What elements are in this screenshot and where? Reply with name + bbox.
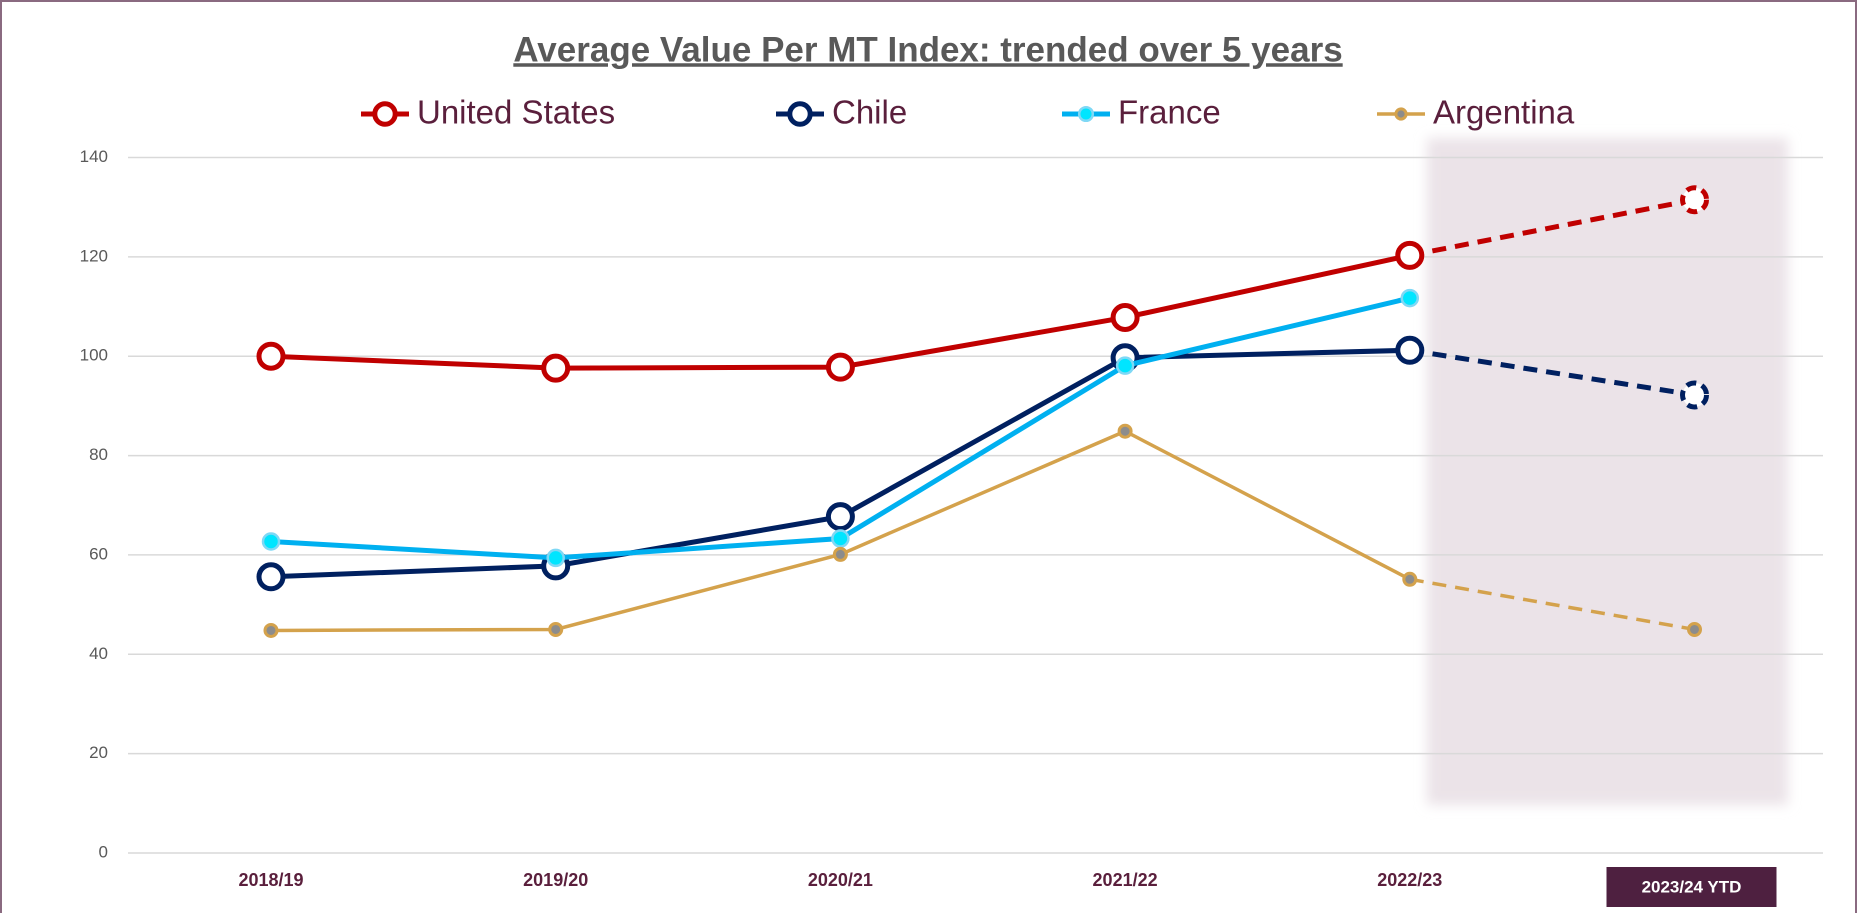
- data-point: [256, 341, 286, 371]
- legend-label: Argentina: [1433, 94, 1575, 131]
- legend-marker: [1077, 105, 1095, 123]
- data-point: [831, 529, 850, 548]
- y-tick-label: 40: [89, 644, 108, 663]
- y-tick-label: 20: [89, 743, 108, 762]
- legend-label: France: [1118, 94, 1221, 131]
- data-point: [1680, 185, 1709, 215]
- data-point: [261, 532, 281, 551]
- data-point: [256, 562, 286, 592]
- x-tick-label: 2020/21: [808, 870, 873, 890]
- projection-shade: [1427, 138, 1788, 805]
- data-point: [541, 353, 571, 383]
- data-point: [1400, 288, 1420, 308]
- legend-marker: [787, 101, 813, 127]
- data-point: [1117, 423, 1133, 439]
- x-tick-label: 2023/24 YTD: [1642, 877, 1742, 896]
- data-point: [546, 548, 565, 568]
- data-point: [825, 502, 855, 532]
- y-tick-label: 100: [80, 346, 108, 365]
- data-point: [1115, 356, 1135, 375]
- x-tick-label: 2019/20: [523, 870, 588, 890]
- legend-marker: [1394, 107, 1408, 121]
- data-point: [1395, 335, 1425, 365]
- series-line: [1409, 347, 1695, 398]
- y-tick-label: 0: [99, 842, 108, 861]
- series-line: [1409, 197, 1695, 258]
- y-tick-label: 140: [80, 147, 108, 166]
- series-line: [1409, 577, 1695, 632]
- data-point: [825, 352, 855, 382]
- x-label-box: [1606, 867, 1777, 907]
- y-tick-label: 120: [80, 246, 108, 265]
- legend-label: Chile: [832, 94, 907, 131]
- y-tick-label: 60: [89, 544, 108, 563]
- x-tick-label: 2021/22: [1093, 870, 1158, 890]
- y-tick-label: 80: [89, 445, 108, 464]
- data-point: [1395, 240, 1425, 270]
- data-point: [1680, 380, 1709, 410]
- legend-label: United States: [417, 94, 615, 131]
- data-point: [263, 622, 279, 638]
- series-line: [270, 252, 1411, 371]
- data-point: [1687, 621, 1702, 637]
- data-point: [832, 546, 848, 562]
- legend-marker: [372, 101, 398, 127]
- chart-title: Average Value Per MT Index: trended over…: [513, 30, 1342, 69]
- data-point: [1402, 571, 1418, 587]
- x-tick-label: 2022/23: [1377, 870, 1442, 890]
- data-point: [548, 621, 564, 637]
- data-point: [1110, 302, 1140, 332]
- x-tick-label: 2018/19: [238, 870, 303, 890]
